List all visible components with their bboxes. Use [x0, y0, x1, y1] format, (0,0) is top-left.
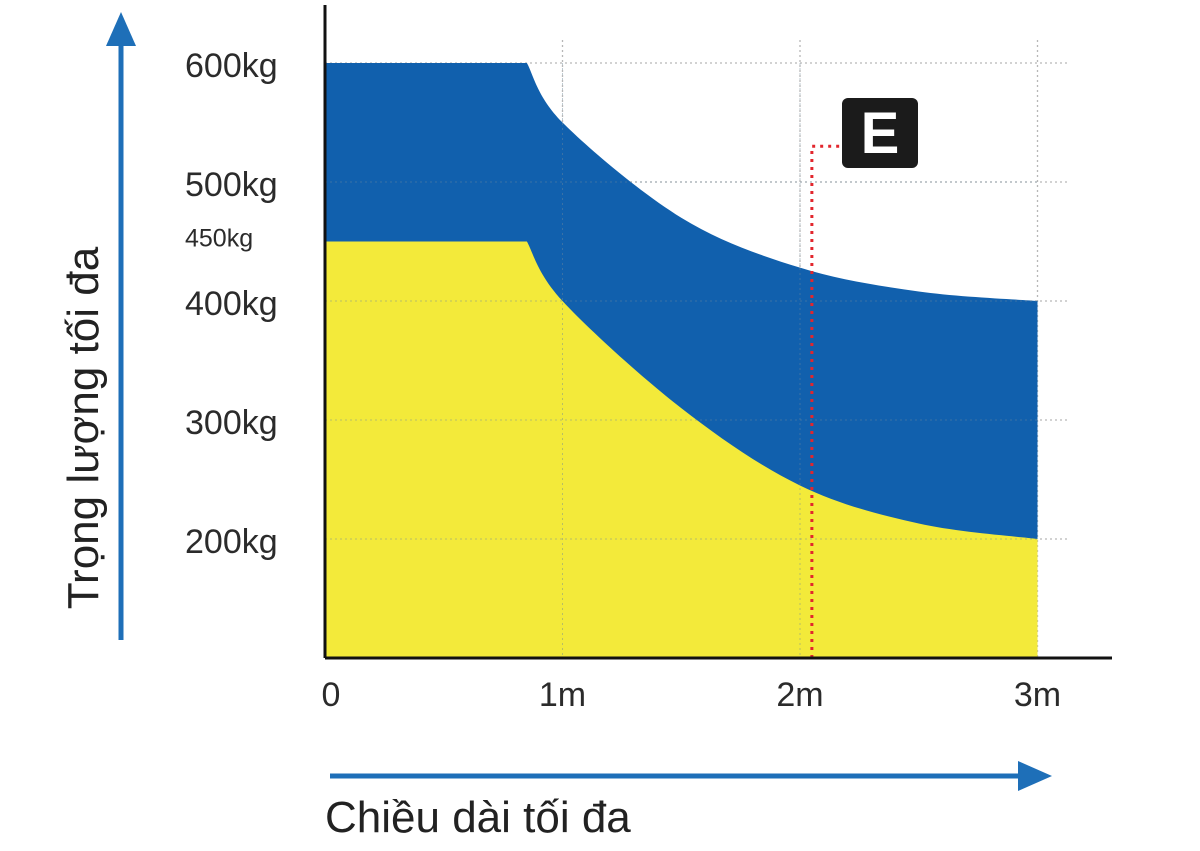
x-tick-label: 1m — [539, 676, 586, 714]
marker-e-line — [810, 144, 842, 658]
x-tick-label: 0 — [322, 676, 341, 714]
y-tick-label: 300kg — [185, 404, 278, 442]
y-tick-label: 450kg — [185, 225, 253, 253]
x-axis-arrow — [330, 761, 1052, 791]
y-tick-label: 500kg — [185, 166, 278, 204]
marker-e-badge: E — [842, 98, 918, 168]
y-tick-labels: 600kg 500kg 450kg 400kg 300kg 200kg — [185, 47, 278, 561]
y-tick-label: 200kg — [185, 523, 278, 561]
x-tick-label: 3m — [1014, 676, 1061, 714]
grid-over-areas — [325, 63, 1038, 658]
area-lower-series — [325, 241, 1038, 658]
y-tick-label: 400kg — [185, 285, 278, 323]
y-axis-title: Trọng lượng tối đa — [59, 246, 108, 609]
marker-e-label: E — [861, 101, 900, 166]
marker-e-box — [842, 98, 918, 168]
x-tick-labels: 0 1m 2m 3m — [322, 676, 1062, 714]
x-axis-title: Chiều dài tối đa — [325, 793, 631, 842]
x-tick-label: 2m — [776, 676, 823, 714]
y-tick-label: 600kg — [185, 47, 278, 85]
y-axis-arrow — [106, 12, 136, 640]
